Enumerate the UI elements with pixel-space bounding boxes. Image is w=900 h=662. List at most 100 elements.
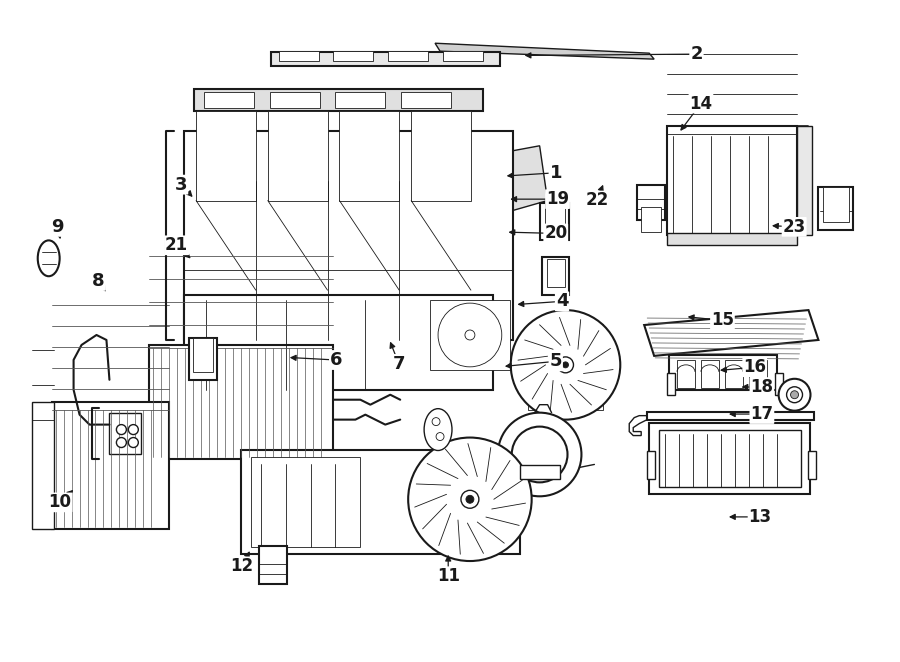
Bar <box>339 111 400 201</box>
Bar <box>641 207 662 232</box>
Bar <box>818 187 853 230</box>
Text: 22: 22 <box>585 191 608 209</box>
Bar <box>271 52 500 66</box>
Circle shape <box>432 418 440 426</box>
Text: 12: 12 <box>230 557 254 575</box>
Circle shape <box>116 438 126 448</box>
Circle shape <box>116 424 126 434</box>
Ellipse shape <box>38 240 59 276</box>
Bar <box>194 89 483 111</box>
Bar <box>669 355 777 390</box>
Text: 9: 9 <box>51 218 64 236</box>
Circle shape <box>562 362 569 368</box>
Bar <box>724 360 742 388</box>
Bar <box>677 360 695 388</box>
Bar <box>824 187 850 222</box>
Text: 18: 18 <box>751 378 773 396</box>
Text: 2: 2 <box>690 45 703 63</box>
Text: 13: 13 <box>749 508 771 526</box>
Bar <box>279 51 319 61</box>
Bar <box>189 338 217 380</box>
Text: 16: 16 <box>743 358 766 376</box>
Circle shape <box>436 432 444 440</box>
Bar <box>544 203 564 230</box>
Circle shape <box>557 357 573 373</box>
Text: 4: 4 <box>556 293 568 310</box>
Bar <box>542 258 570 295</box>
Circle shape <box>129 424 139 434</box>
Circle shape <box>787 387 803 402</box>
Circle shape <box>465 330 475 340</box>
Bar <box>401 92 451 108</box>
Bar <box>647 451 655 479</box>
Bar <box>204 92 254 108</box>
Text: 21: 21 <box>165 236 188 254</box>
Bar <box>430 300 509 370</box>
Circle shape <box>778 379 811 410</box>
Bar <box>667 373 675 395</box>
Text: 1: 1 <box>550 164 562 182</box>
Text: 17: 17 <box>751 405 773 423</box>
Text: 19: 19 <box>546 190 569 208</box>
Polygon shape <box>644 310 818 356</box>
Text: 15: 15 <box>711 311 734 330</box>
Bar <box>194 338 213 372</box>
Bar <box>336 92 385 108</box>
Bar <box>775 373 783 395</box>
Bar <box>411 111 471 201</box>
Text: 14: 14 <box>689 95 713 113</box>
Bar <box>647 412 815 420</box>
Text: 7: 7 <box>392 355 405 373</box>
Bar <box>808 451 816 479</box>
Bar <box>268 111 328 201</box>
Bar <box>51 402 169 529</box>
Bar <box>196 111 256 201</box>
Bar <box>796 126 813 236</box>
Circle shape <box>510 310 620 420</box>
Bar <box>334 51 373 61</box>
Text: 20: 20 <box>544 224 567 242</box>
Polygon shape <box>435 43 654 59</box>
Text: 11: 11 <box>436 567 460 585</box>
Text: 5: 5 <box>550 352 562 370</box>
Text: 10: 10 <box>49 493 72 512</box>
Bar <box>527 324 603 410</box>
Bar <box>649 422 811 495</box>
Bar <box>251 457 360 547</box>
Circle shape <box>409 438 532 561</box>
Circle shape <box>461 491 479 508</box>
Bar <box>540 203 570 240</box>
Bar <box>519 465 560 479</box>
Bar <box>388 51 428 61</box>
Bar <box>184 131 513 340</box>
Circle shape <box>512 426 568 483</box>
Bar <box>443 51 483 61</box>
Circle shape <box>129 438 139 448</box>
Circle shape <box>790 391 798 399</box>
Bar <box>701 360 719 388</box>
Bar <box>241 449 519 554</box>
Text: 3: 3 <box>175 175 187 194</box>
Bar <box>667 234 796 246</box>
Bar <box>149 345 334 459</box>
Bar <box>32 402 54 529</box>
Polygon shape <box>667 126 808 136</box>
Text: 23: 23 <box>782 218 806 236</box>
Polygon shape <box>513 146 547 211</box>
Circle shape <box>438 303 502 367</box>
Bar <box>749 360 767 388</box>
Bar <box>659 430 800 487</box>
Bar <box>110 412 141 455</box>
Bar <box>546 260 564 287</box>
Text: 6: 6 <box>330 351 342 369</box>
Bar <box>270 92 320 108</box>
Bar <box>184 295 493 390</box>
Bar <box>259 546 287 584</box>
Text: 8: 8 <box>93 272 105 290</box>
Polygon shape <box>629 416 647 436</box>
Bar <box>667 126 796 236</box>
Ellipse shape <box>424 408 452 451</box>
Circle shape <box>466 495 474 503</box>
Bar <box>637 185 665 220</box>
Circle shape <box>498 412 581 496</box>
